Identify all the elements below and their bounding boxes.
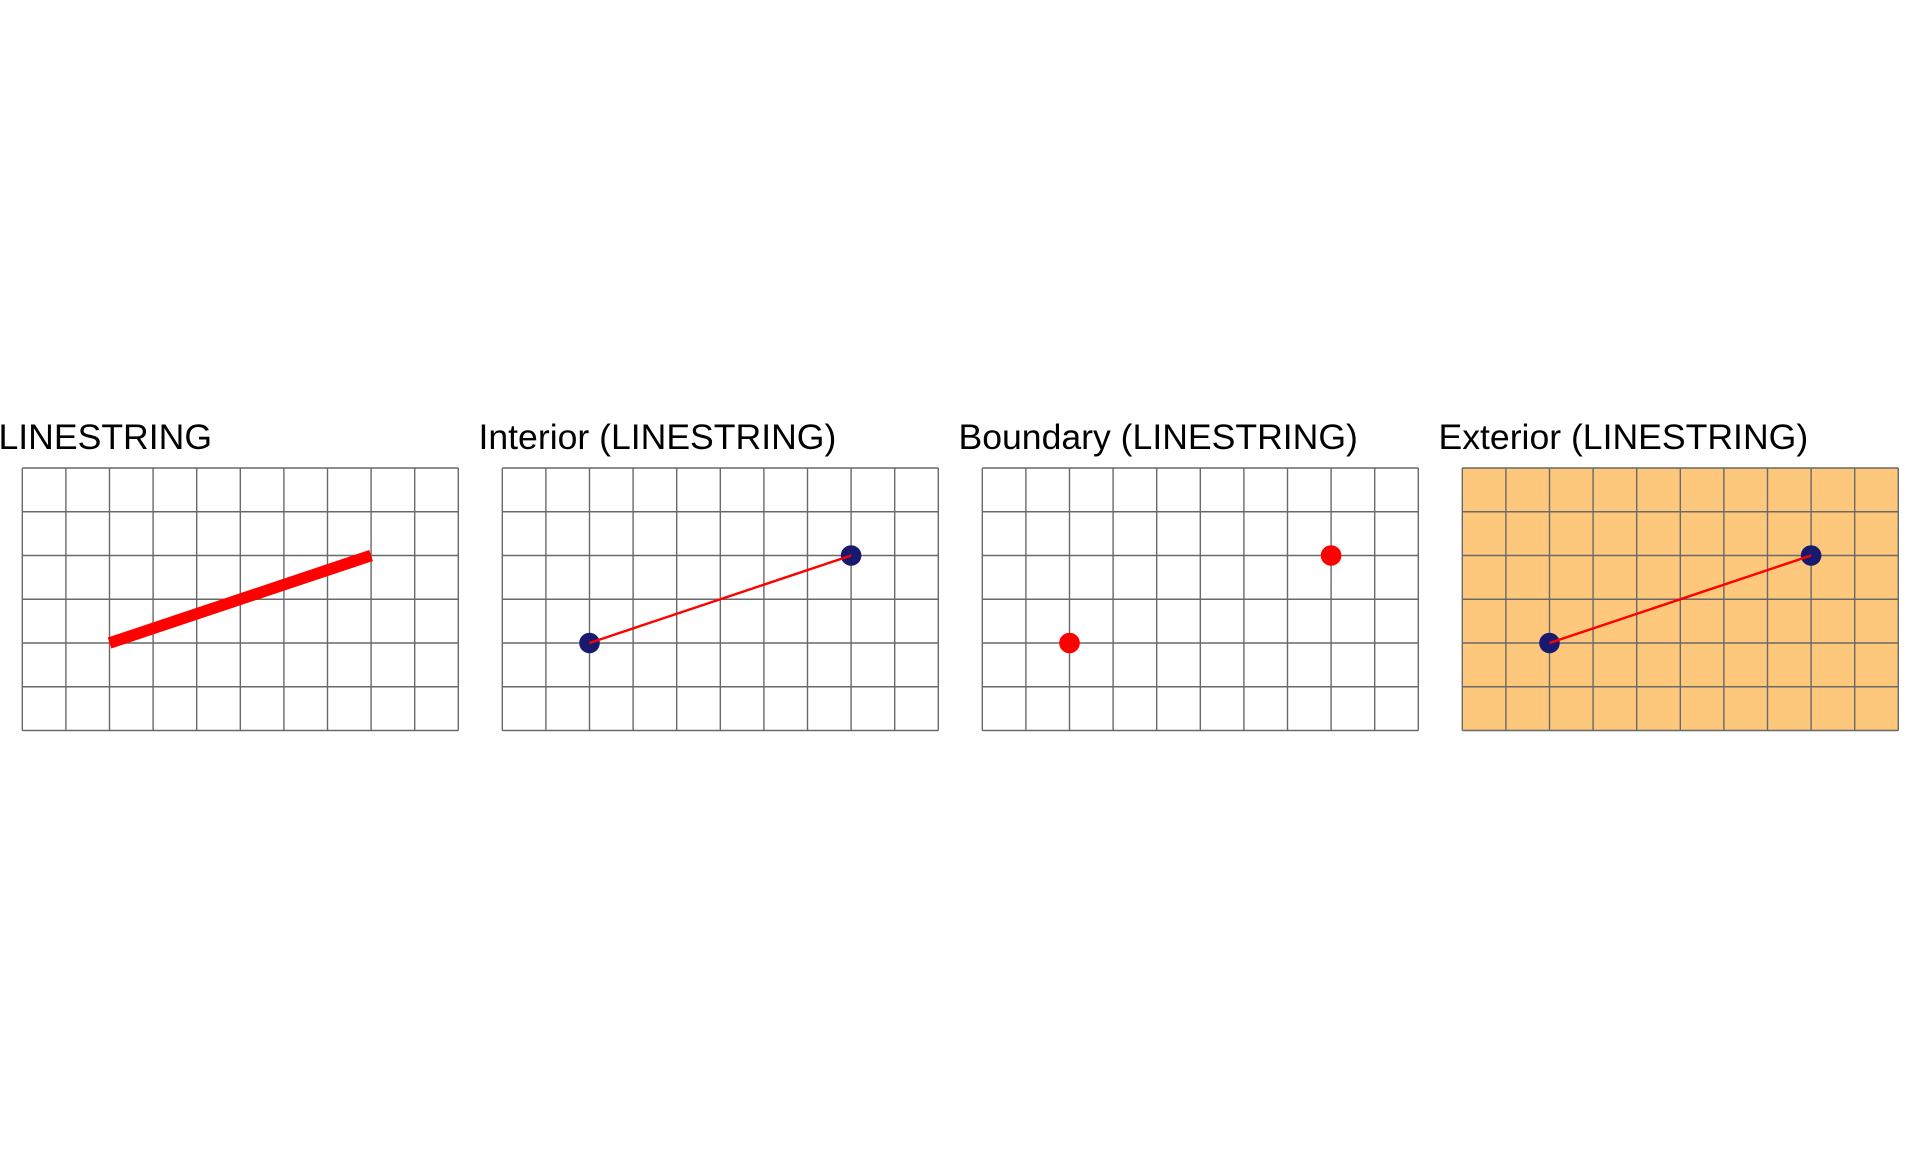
linestring-thick-line: [107, 550, 373, 649]
panel-drawing: Boundary (LINESTRING): [960, 417, 1419, 732]
panel-title: LINESTRING: [0, 417, 212, 457]
boundary-point-red: [1320, 545, 1342, 566]
grid-lines: [1461, 467, 1899, 732]
boundary-point-red: [1059, 632, 1080, 654]
panel-drawing: Exterior (LINESTRING): [1440, 417, 1899, 732]
panel-linestring: LINESTRING: [0, 0, 480, 1152]
panel-exterior-linestring: Exterior (LINESTRING): [1440, 0, 1920, 1152]
panel-interior-linestring: Interior (LINESTRING): [480, 0, 960, 1152]
grid-lines: [981, 467, 1419, 732]
linestring-thin-line: [589, 554, 852, 645]
linestring-thin-line: [1549, 554, 1812, 645]
panel-drawing: LINESTRING: [0, 417, 459, 732]
panel-title: Interior (LINESTRING): [480, 417, 836, 457]
grid-lines: [21, 467, 459, 732]
endpoint-dot-navy: [840, 545, 862, 566]
panel-drawing: Interior (LINESTRING): [480, 417, 939, 732]
endpoint-dot-navy: [1800, 545, 1822, 566]
panel-title: Boundary (LINESTRING): [960, 417, 1358, 457]
panel-title: Exterior (LINESTRING): [1440, 417, 1808, 457]
panel-boundary-linestring: Boundary (LINESTRING): [960, 0, 1440, 1152]
